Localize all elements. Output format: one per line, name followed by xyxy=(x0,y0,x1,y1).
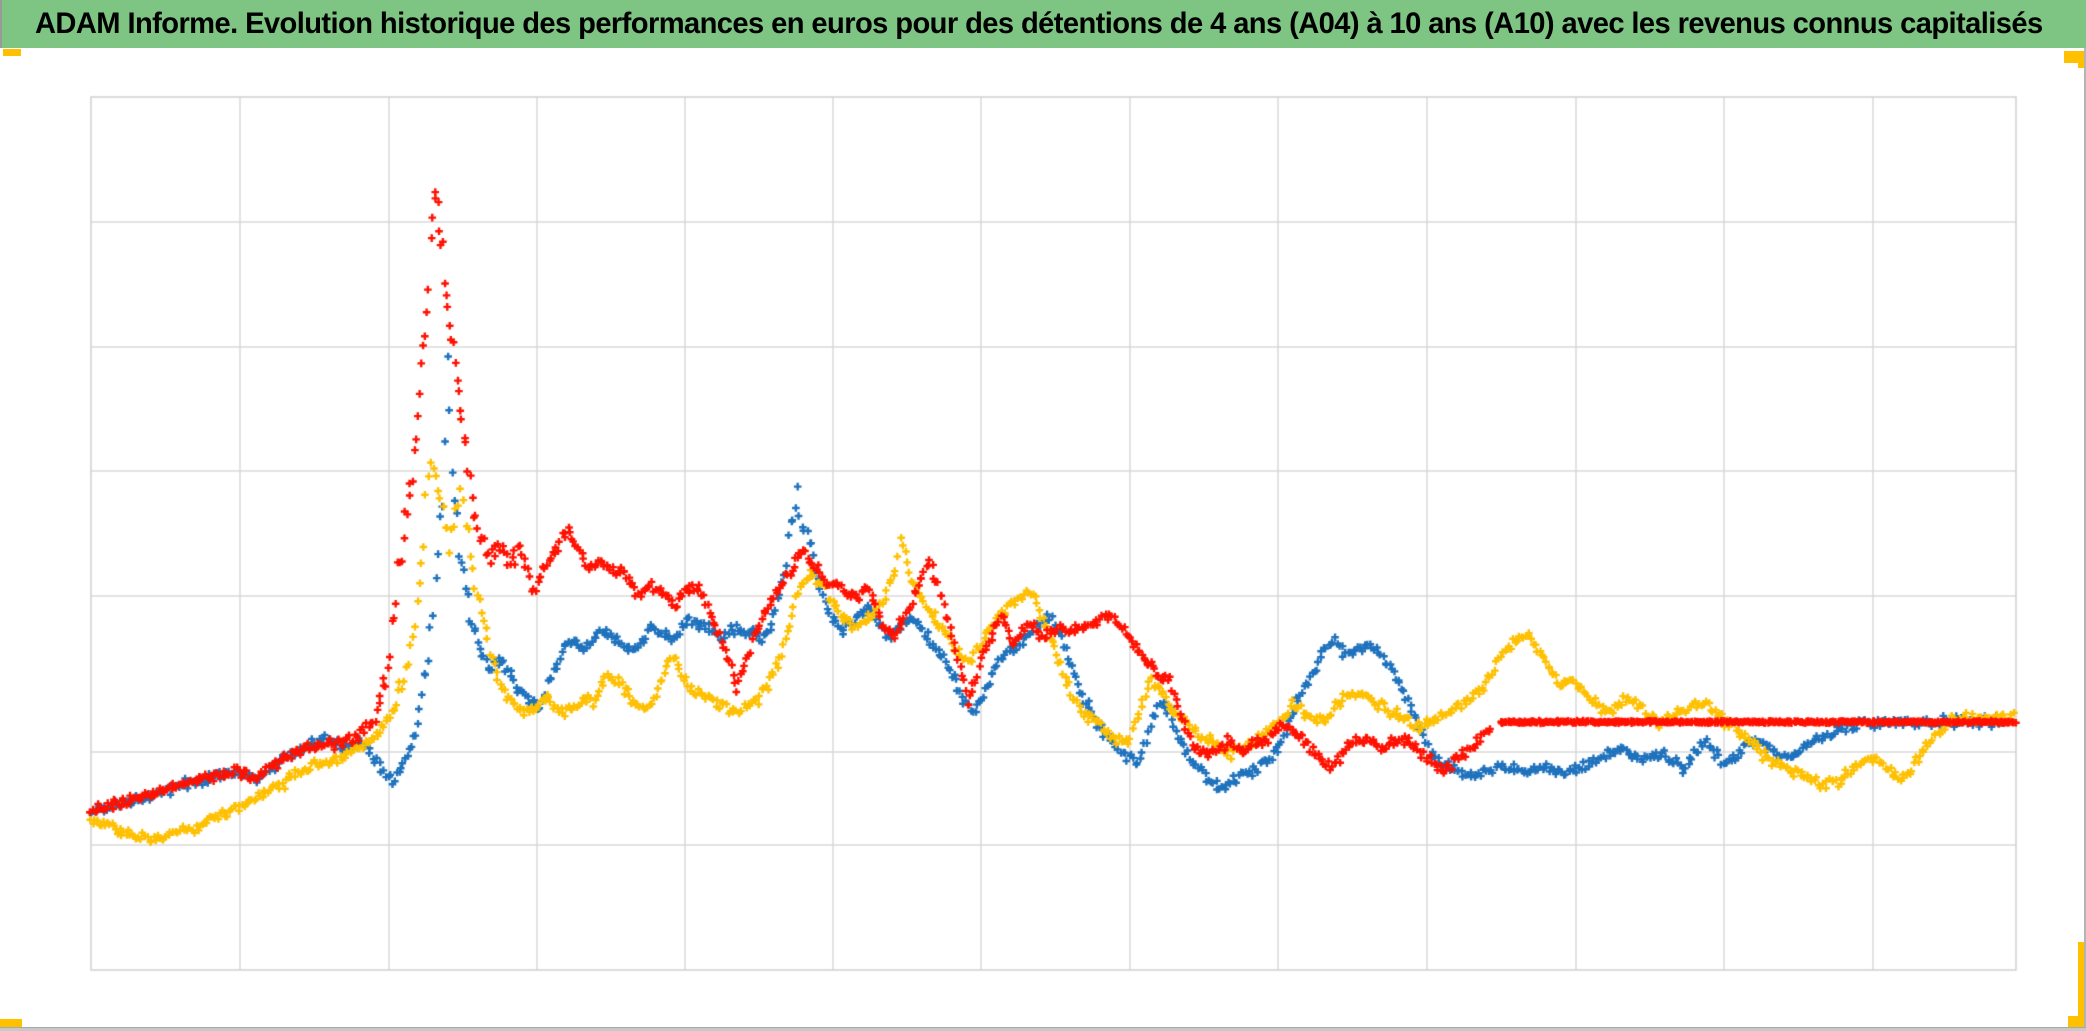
window-bottom-edge xyxy=(0,1027,2086,1031)
window-right-border xyxy=(2084,48,2086,1031)
page-title: ADAM Informe. Evolution historique des p… xyxy=(34,7,2043,40)
performance-scatter-chart[interactable] xyxy=(0,48,2086,1031)
title-bar: ADAM Informe. Evolution historique des p… xyxy=(0,0,2086,48)
scatter-chart-canvas[interactable] xyxy=(0,48,2086,1031)
